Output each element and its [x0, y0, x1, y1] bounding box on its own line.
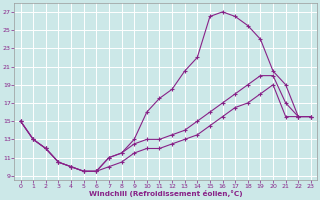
X-axis label: Windchill (Refroidissement éolien,°C): Windchill (Refroidissement éolien,°C)	[89, 190, 243, 197]
